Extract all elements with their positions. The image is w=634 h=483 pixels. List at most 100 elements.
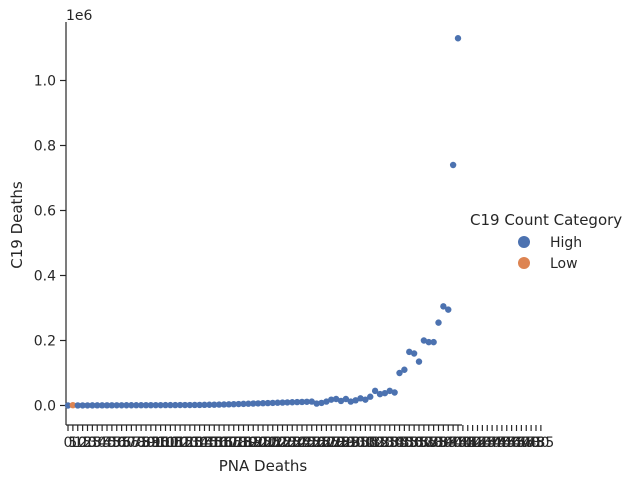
x-tick-label: 270 [318, 435, 345, 451]
x-tick-label: 470 [513, 435, 540, 451]
x-tick-label: 315 [362, 435, 389, 451]
x-tick-label: 75 [132, 435, 150, 451]
x-tick-label: 365 [411, 435, 438, 451]
legend-marker-low [518, 257, 530, 269]
data-point [298, 398, 306, 406]
data-point [230, 401, 237, 408]
x-tick-label: 330 [376, 435, 403, 451]
x-tick-label: 305 [352, 435, 379, 451]
x-tick-label: 445 [489, 435, 516, 451]
x-tick-label: 120 [172, 435, 199, 451]
x-tick-label: 180 [230, 435, 257, 451]
x-tick-label: 320 [367, 435, 394, 451]
data-point [172, 401, 179, 409]
x-tick-label: 265 [313, 435, 340, 451]
data-point [162, 401, 169, 409]
x-tick-label: 355 [401, 435, 428, 451]
data-point [98, 402, 106, 409]
data-point [133, 402, 140, 409]
x-tick-label: 220 [269, 435, 296, 451]
data-point [435, 319, 442, 326]
x-tick-label: 20 [79, 435, 97, 451]
data-point [328, 396, 335, 403]
x-tick-label: 145 [196, 435, 223, 451]
data-point [293, 398, 301, 406]
y-tick-label: 0.0 [34, 399, 56, 415]
x-tick-label: 30 [88, 435, 106, 451]
data-point [303, 398, 311, 405]
x-tick-label: 255 [303, 435, 330, 451]
x-tick-label: 135 [186, 435, 213, 451]
x-tick-label: 455 [498, 435, 525, 451]
data-point [152, 401, 159, 409]
y-offset-label: 1e6 [66, 8, 93, 24]
data-point [84, 402, 91, 409]
x-tick-label: 340 [386, 435, 413, 451]
x-tick-label: 230 [279, 435, 306, 451]
data-point [167, 401, 174, 409]
x-tick-label: 360 [406, 435, 433, 451]
data-point [118, 402, 125, 409]
x-tick-label: 310 [357, 435, 384, 451]
x-tick-label: 240 [289, 435, 316, 451]
data-point [264, 399, 272, 407]
x-axis-label: PNA Deaths [219, 457, 308, 475]
data-point [123, 402, 130, 409]
data-point [284, 399, 291, 406]
data-point [191, 401, 198, 409]
x-tick-label: 100 [152, 435, 179, 451]
data-point [381, 389, 389, 397]
x-tick-label: 55 [113, 435, 131, 451]
data-point [406, 348, 413, 356]
x-tick-label: 170 [220, 435, 247, 451]
x-tick-label: 260 [308, 435, 335, 451]
data-point [108, 402, 116, 409]
data-point [425, 338, 432, 346]
data-point [103, 402, 111, 409]
data-point [386, 387, 393, 395]
data-point [113, 402, 120, 409]
data-point [396, 369, 403, 377]
legend-marker-high [518, 236, 530, 248]
x-tick-label: 150 [201, 435, 228, 451]
x-tick-label: 250 [298, 435, 325, 451]
data-point [79, 402, 86, 409]
data-point [332, 395, 340, 403]
x-tick-label: 300 [347, 435, 374, 451]
x-tick-label: 200 [250, 435, 277, 451]
x-tick-label: 205 [255, 435, 282, 451]
x-tick-label: 95 [152, 435, 170, 451]
data-point [74, 402, 81, 409]
x-tick-label: 105 [157, 435, 184, 451]
data-point [269, 399, 276, 407]
x-tick-label: 280 [328, 435, 355, 451]
x-tick-label: 5 [68, 435, 77, 451]
data-point [415, 358, 423, 365]
x-tick-label: 45 [103, 435, 121, 451]
legend-label-high: High [550, 235, 582, 251]
data-point [225, 401, 233, 408]
x-tick-label: 185 [235, 435, 262, 451]
legend-title: C19 Count Category [470, 211, 622, 229]
data-point [279, 399, 286, 406]
x-tick-label: 370 [415, 435, 442, 451]
x-tick-label: 160 [211, 435, 238, 451]
x-tick-label: 125 [177, 435, 204, 451]
data-point [318, 399, 325, 407]
x-tick-label: 275 [323, 435, 350, 451]
data-point [250, 400, 257, 407]
data-point [211, 401, 218, 408]
x-tick-label: 285 [333, 435, 360, 451]
data-point [362, 396, 369, 403]
data-point [410, 350, 418, 357]
x-tick-label: 0 [64, 435, 73, 451]
x-tick-label: 175 [225, 435, 252, 451]
x-tick-label: 130 [181, 435, 208, 451]
data-point [245, 400, 252, 407]
x-tick-label: 425 [469, 435, 496, 451]
legend: C19 Count Category High Low [470, 211, 622, 272]
data-point [64, 402, 72, 409]
data-point [449, 161, 457, 169]
data-point [69, 401, 77, 409]
